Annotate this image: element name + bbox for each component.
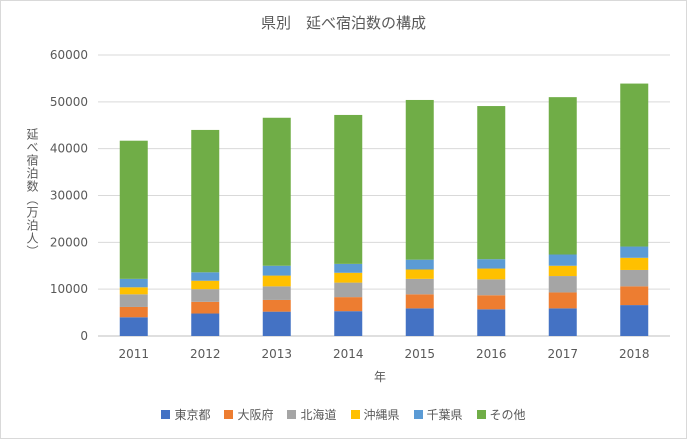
- bar-segment: [548, 97, 577, 255]
- bar-segment: [405, 278, 434, 295]
- bar-segment: [191, 280, 220, 290]
- bar-segment: [477, 259, 506, 269]
- legend-item: 大阪府: [224, 406, 273, 423]
- bar-segment: [405, 269, 434, 279]
- bar-segment: [262, 311, 291, 336]
- y-tick-label: 60000: [50, 48, 88, 62]
- bar-segment: [548, 308, 577, 336]
- bar-segment: [334, 263, 363, 273]
- bar-segment: [191, 301, 220, 314]
- legend-item: その他: [476, 406, 526, 423]
- bar-segment: [191, 129, 220, 273]
- y-axis-label: 延べ宿泊数（万泊人）: [25, 128, 39, 258]
- bar-segment: [262, 117, 291, 266]
- bar-segment: [548, 276, 577, 293]
- bar-segment: [119, 294, 148, 307]
- legend-label: 沖縄県: [363, 408, 400, 422]
- legend-item: 沖縄県: [350, 406, 400, 423]
- bar-segment: [405, 259, 434, 270]
- chart-legend: 東京都 大阪府 北海道 沖縄県 千葉県 その他: [0, 406, 687, 423]
- y-tick-label: 40000: [50, 142, 88, 156]
- bar-segment: [477, 295, 506, 310]
- legend-label: 大阪府: [237, 408, 274, 422]
- legend-label: 千葉県: [426, 408, 463, 422]
- bar-segment: [262, 265, 291, 276]
- x-tick-label: 2018: [619, 347, 650, 361]
- y-tick-label: 50000: [50, 95, 88, 109]
- legend-item: 北海道: [287, 406, 337, 423]
- x-tick-label: 2016: [476, 347, 507, 361]
- bar-segment: [191, 313, 220, 336]
- bar-segment: [119, 317, 148, 336]
- bar-segment: [620, 286, 649, 306]
- legend-swatch: [161, 410, 171, 419]
- bar-segment: [119, 140, 148, 279]
- bar-segment: [405, 99, 434, 260]
- bar-segment: [119, 306, 148, 318]
- bar-segment: [620, 257, 649, 270]
- bar-segment: [405, 294, 434, 309]
- bar-segment: [548, 265, 577, 277]
- x-axis-label: 年: [373, 370, 386, 384]
- bar-segment: [405, 308, 434, 336]
- bar-segment: [262, 299, 291, 312]
- legend-label: 東京都: [174, 408, 211, 422]
- legend-item: 東京都: [161, 406, 210, 423]
- bar-segment: [477, 279, 506, 296]
- bar-segment: [334, 311, 363, 336]
- bar-segment: [191, 272, 220, 281]
- y-tick-label: 30000: [50, 189, 88, 203]
- x-tick-label: 2013: [261, 347, 292, 361]
- bar-segment: [262, 286, 291, 300]
- bar-segment: [477, 309, 506, 336]
- y-tick-label: 20000: [50, 235, 88, 249]
- legend-item: 千葉県: [413, 406, 463, 423]
- legend-swatch: [350, 410, 360, 419]
- legend-label: その他: [489, 408, 526, 422]
- y-tick-label: 0: [80, 329, 88, 343]
- x-tick-label: 2017: [547, 347, 578, 361]
- bar-segment: [548, 292, 577, 309]
- bar-segment: [262, 275, 291, 287]
- chart-title: 県別 延べ宿泊数の構成: [260, 14, 426, 32]
- bar-segment: [620, 246, 649, 258]
- bar-segment: [119, 287, 148, 295]
- bar-segment: [620, 269, 649, 287]
- legend-swatch: [224, 410, 234, 419]
- bar-segment: [119, 278, 148, 288]
- x-tick-label: 2011: [118, 347, 149, 361]
- bar-segment: [191, 289, 220, 302]
- bar-segment: [334, 272, 363, 283]
- legend-swatch: [413, 410, 423, 419]
- x-tick-label: 2012: [190, 347, 221, 361]
- bar-segment: [620, 83, 649, 247]
- legend-swatch: [476, 410, 486, 419]
- y-tick-label: 10000: [50, 282, 88, 296]
- bar-segment: [620, 305, 649, 336]
- legend-swatch: [287, 410, 297, 419]
- x-tick-label: 2014: [333, 347, 364, 361]
- bar-segment: [477, 268, 506, 280]
- bar-segment: [334, 282, 363, 298]
- bar-segment: [477, 106, 506, 260]
- bar-segment: [548, 254, 577, 266]
- legend-label: 北海道: [300, 408, 337, 422]
- bar-segment: [334, 297, 363, 312]
- bar-segment: [334, 114, 363, 264]
- x-tick-label: 2015: [404, 347, 435, 361]
